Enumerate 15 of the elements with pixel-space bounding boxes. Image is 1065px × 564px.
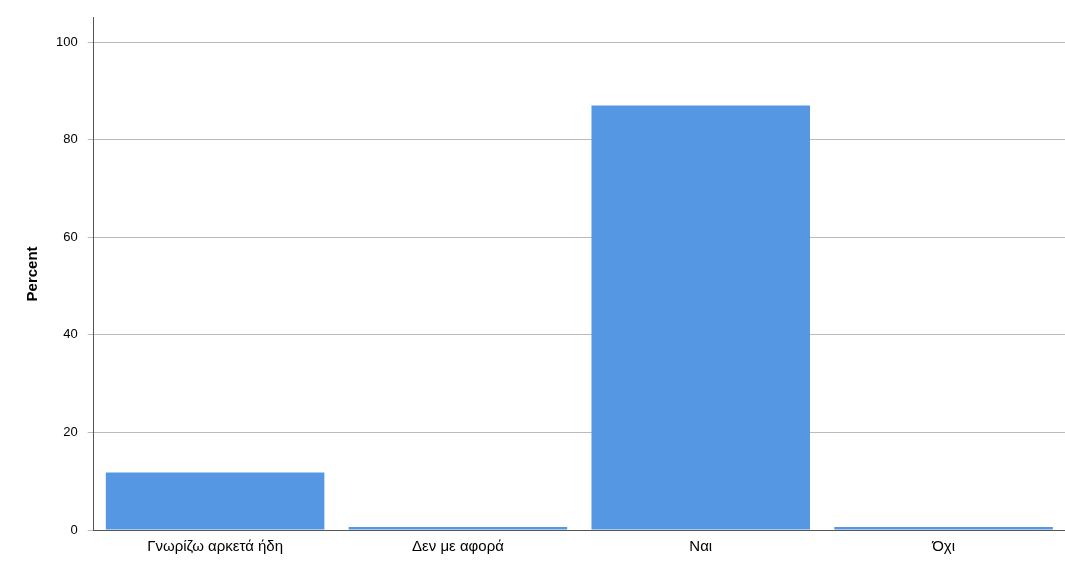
x-tick-label: Γνωρίζω αρκετά ήδη	[147, 537, 284, 555]
y-tick-label: 20	[63, 424, 78, 440]
bar	[834, 527, 1053, 530]
x-tick-label: Ναι	[689, 537, 713, 555]
y-tick-label: 40	[63, 326, 78, 342]
x-tick-label: Όχι	[931, 537, 955, 555]
bar	[348, 527, 568, 530]
bar	[591, 105, 811, 530]
y-tick-label: 100	[55, 33, 78, 49]
x-tick-label: Δεν με αφορά	[412, 537, 505, 555]
y-tick-label: 80	[63, 131, 78, 147]
bar	[105, 472, 325, 530]
y-tick-label: 0	[70, 521, 78, 537]
y-tick-label: 60	[63, 228, 78, 244]
y-axis-title: Percent	[23, 246, 41, 302]
